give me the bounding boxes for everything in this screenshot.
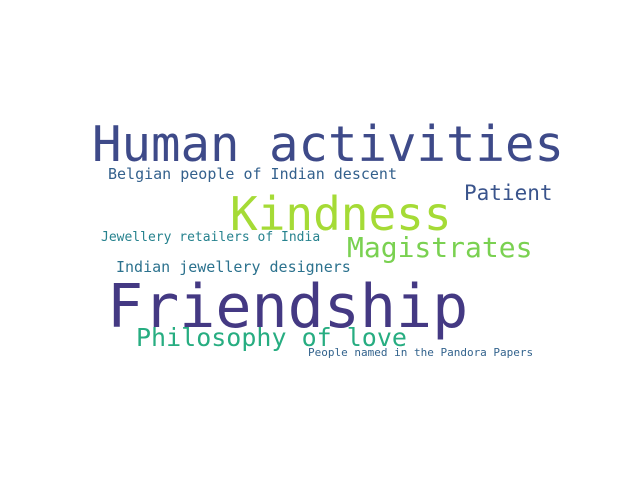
word-human-activities: Human activities: [92, 116, 565, 173]
word-indian-jewellery-designers: Indian jewellery designers: [116, 258, 351, 276]
word-belgian-people-of-indian-descent: Belgian people of Indian descent: [108, 165, 397, 183]
word-magistrates: Magistrates: [347, 231, 533, 264]
word-jewellery-retailers-of-india: Jewellery retailers of India: [101, 230, 321, 245]
word-philosophy-of-love: Philosophy of love: [136, 323, 407, 352]
word-people-named-in-the-pandora-papers: People named in the Pandora Papers: [308, 346, 534, 359]
word-patient: Patient: [464, 181, 553, 205]
word-kindness: Kindness: [230, 187, 452, 241]
word-friendship: Friendship: [107, 272, 469, 342]
